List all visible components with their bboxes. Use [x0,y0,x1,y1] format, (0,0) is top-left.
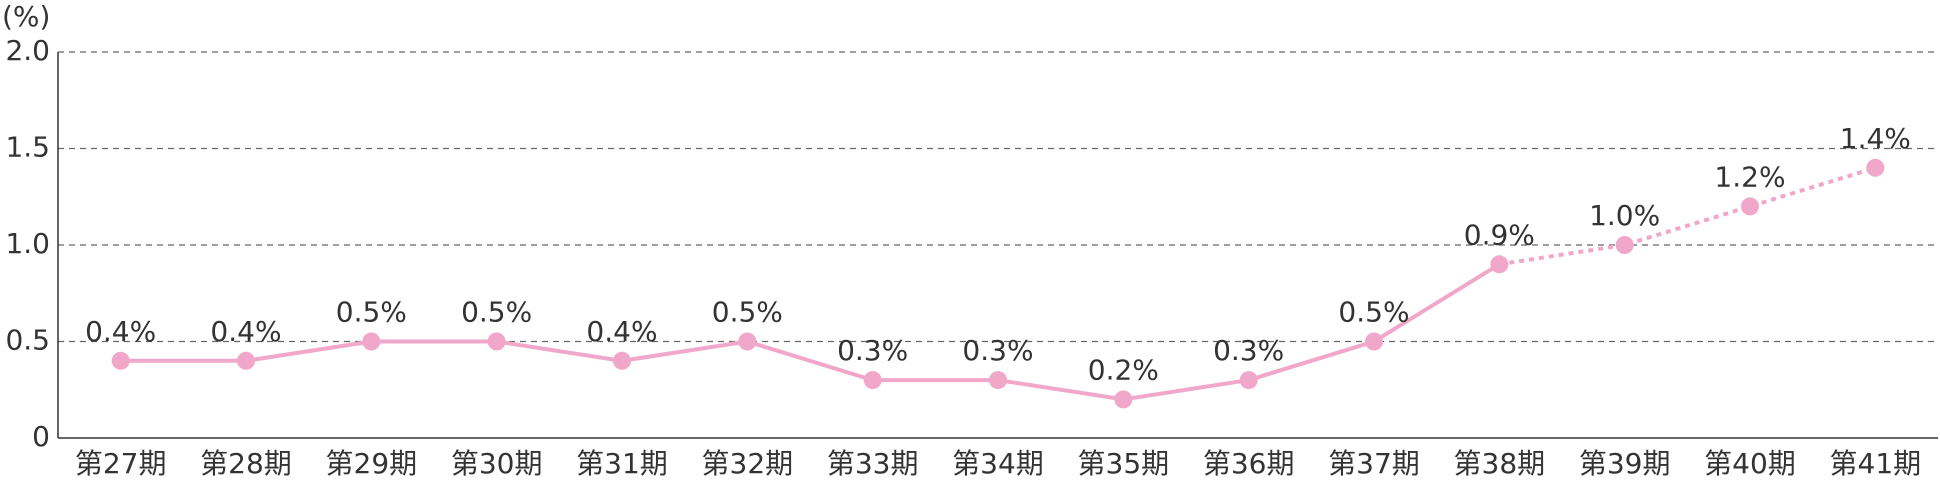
marker [863,371,882,390]
x-tick-label: 第37期 [1328,447,1420,480]
x-tick-label: 第28期 [200,447,292,480]
marker [1866,158,1885,177]
x-tick-label: 第35期 [1078,447,1170,480]
y-tick-label: 0 [32,420,50,453]
marker [487,332,506,351]
marker [1365,332,1383,351]
line-projected [1499,165,1876,267]
data-label: 0.3% [962,334,1033,367]
x-tick-label: 第34期 [952,447,1044,480]
data-label: 0.4% [210,315,281,348]
marker [989,371,1007,390]
x-tick-label: 第39期 [1579,447,1671,480]
data-label: 0.5% [336,296,407,329]
x-tick-label: 第31期 [576,447,668,480]
marker [111,351,130,370]
y-tick-label: 1.5 [5,131,50,164]
marker [1114,390,1133,409]
y-unit-label: (%) [2,0,50,33]
marker [613,351,631,370]
y-tick-label: 0.5 [5,324,50,357]
x-tick-label: 第36期 [1203,447,1295,480]
data-label: 0.5% [461,296,532,329]
x-tick-label: 第38期 [1454,447,1546,480]
x-tick-label: 第41期 [1830,447,1922,480]
x-tick-label: 第40期 [1704,447,1796,480]
x-tick-label: 第30期 [451,447,543,480]
marker [738,332,757,351]
x-tick-label: 第29期 [326,447,418,480]
y-tick-label: 1.0 [5,227,50,260]
data-label: 1.0% [1589,199,1660,232]
data-label: 0.4% [85,315,156,348]
data-label: 0.2% [1088,353,1159,386]
data-label: 0.5% [1338,296,1409,329]
line-actual [120,262,1501,402]
x-tick-label: 第33期 [827,447,919,480]
x-tick-label: 第32期 [702,447,794,480]
x-tick-label: 第27期 [75,447,167,480]
marker [237,351,255,370]
y-tick-label: 2.0 [5,34,50,67]
marker [1741,197,1759,216]
marker [362,332,381,351]
data-label: 1.4% [1840,122,1911,155]
data-label: 0.3% [1213,334,1284,367]
data-label: 0.9% [1464,218,1535,251]
data-label: 0.4% [586,315,657,348]
data-label: 0.5% [712,296,783,329]
marker [1490,255,1509,274]
marker [1615,236,1634,254]
marker [1239,371,1258,390]
data-label: 0.3% [837,334,908,367]
data-label: 1.2% [1714,160,1785,193]
